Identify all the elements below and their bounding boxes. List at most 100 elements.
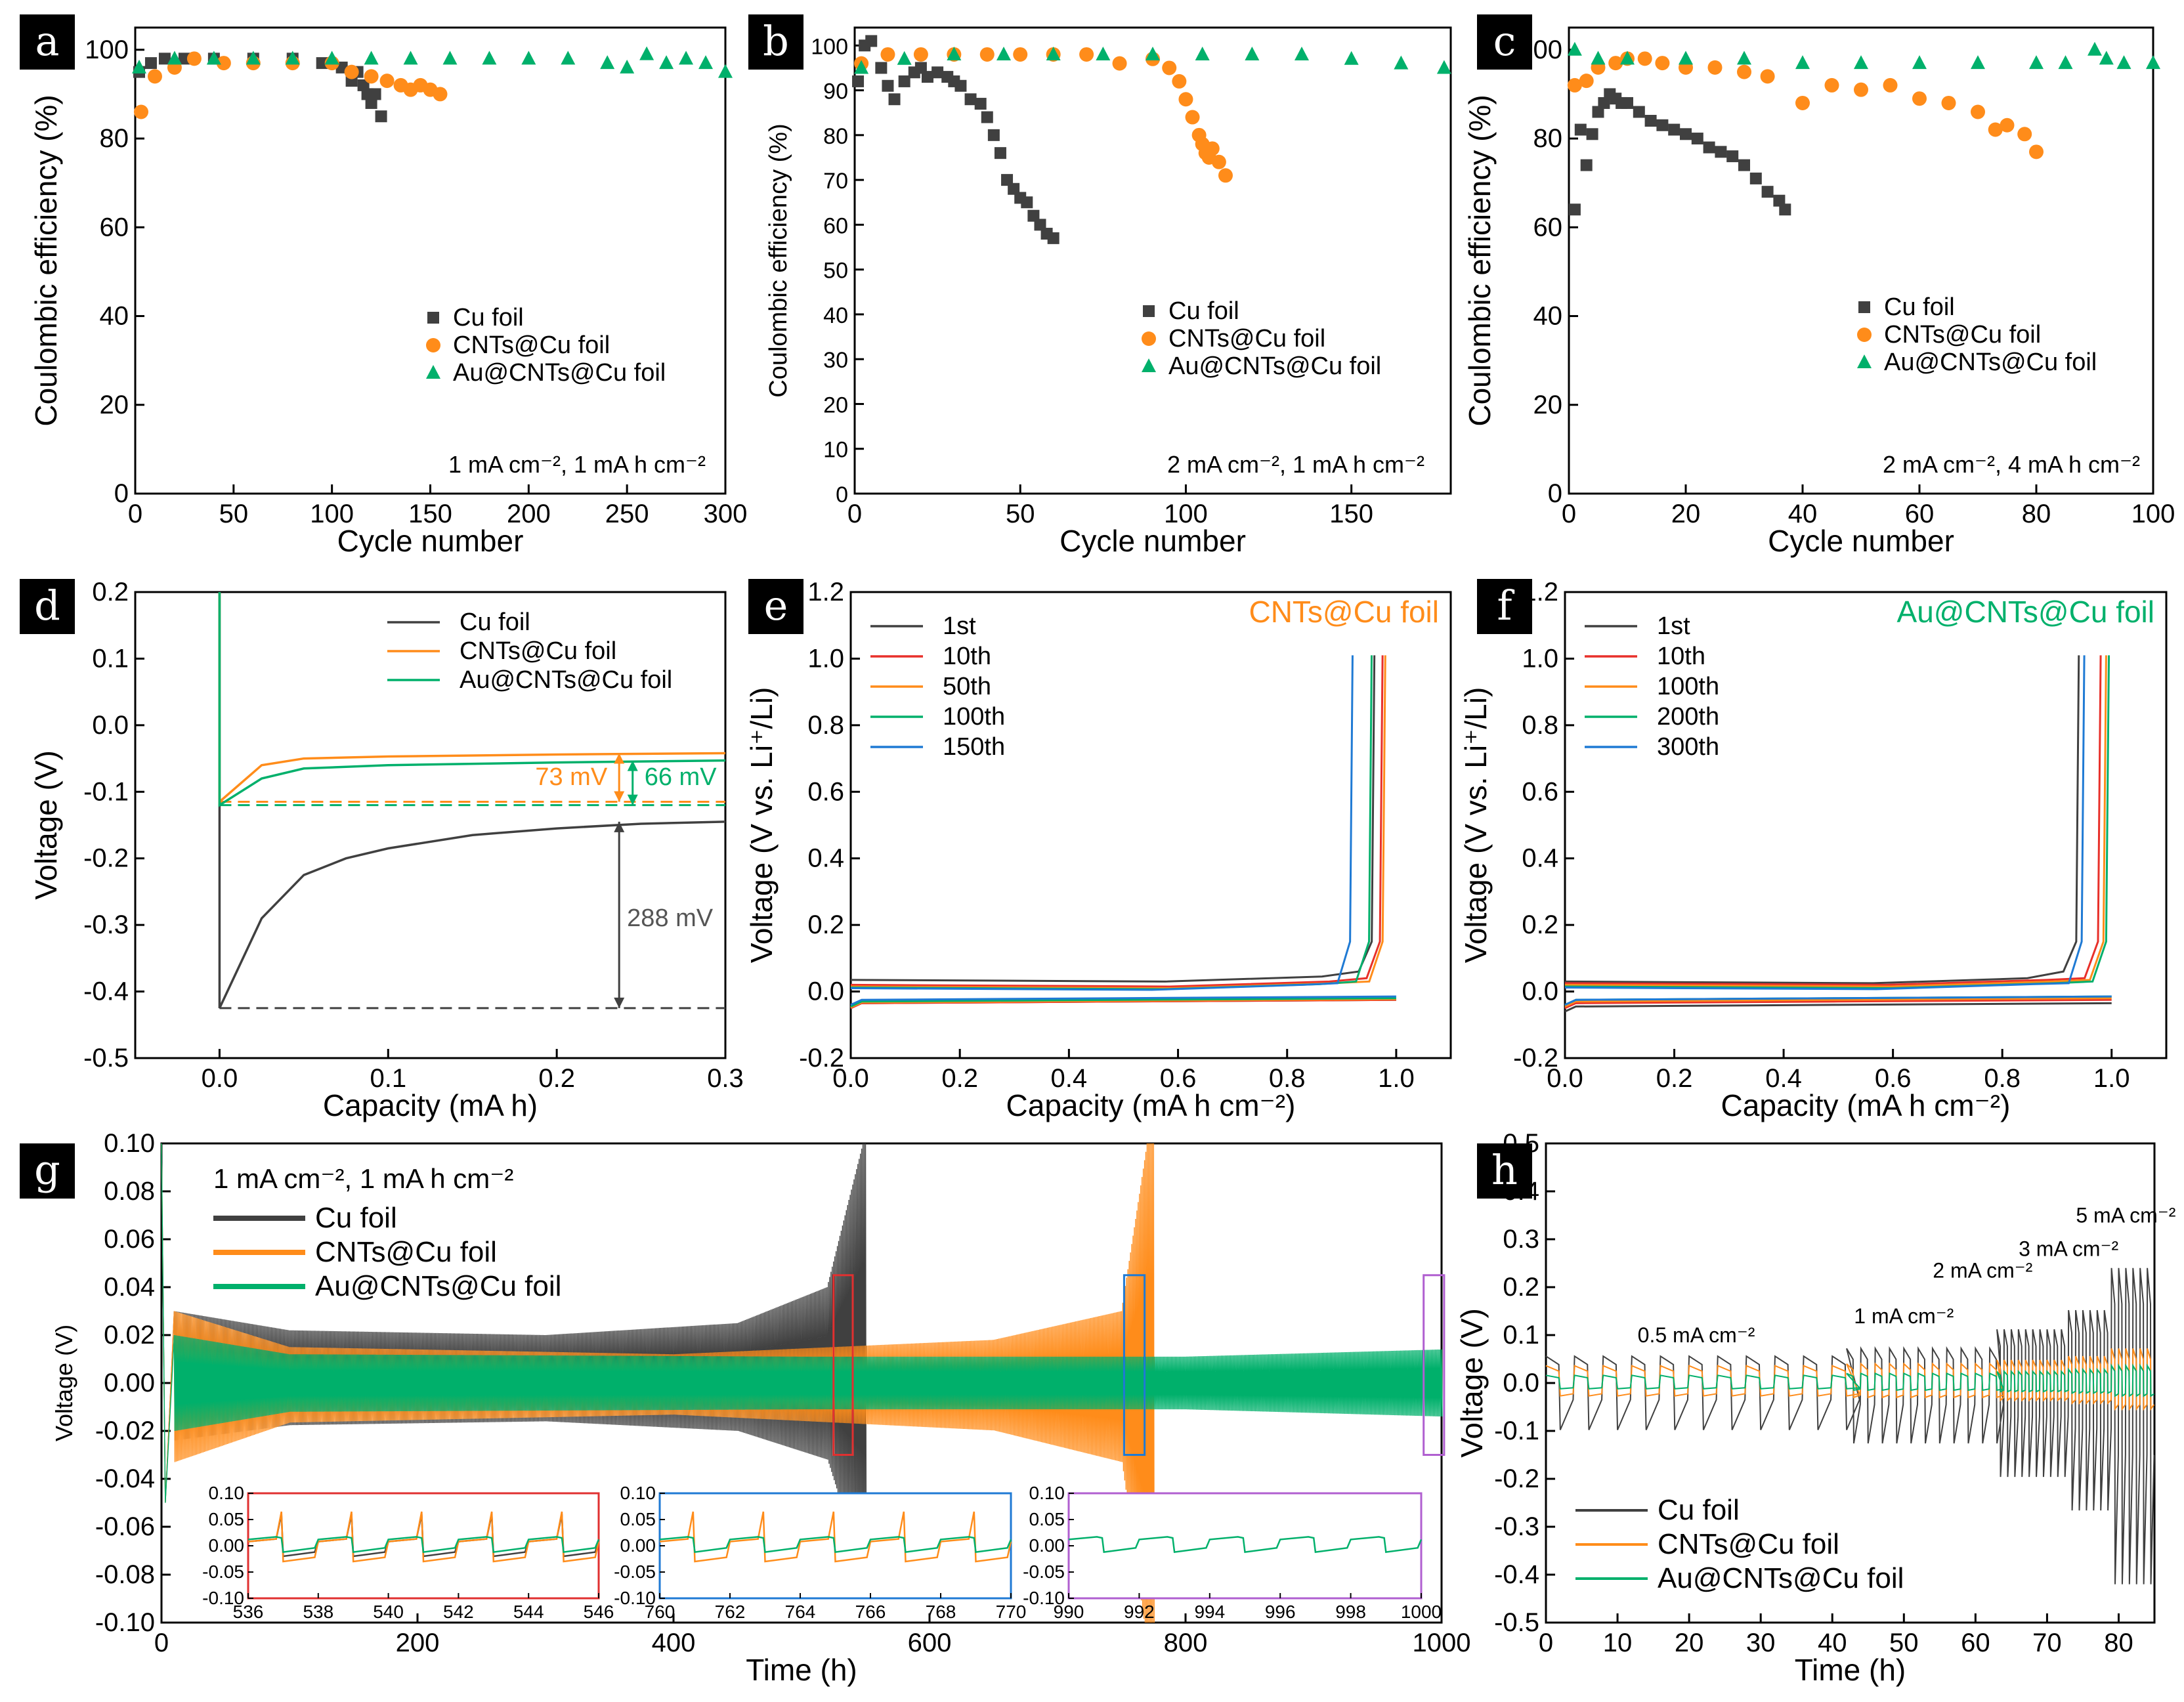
y-tick-label: 0.1 — [1503, 1321, 1539, 1350]
data-point-cnt — [1707, 60, 1723, 75]
data-point-cu — [865, 35, 878, 47]
data-point-au — [1737, 51, 1751, 65]
panel-letter: h — [1491, 1146, 1518, 1194]
data-point-cnt — [1142, 331, 1156, 346]
data-point-au — [2116, 55, 2131, 70]
inset-x-tick-label: 540 — [373, 1602, 404, 1622]
data-point-au — [1142, 358, 1156, 372]
y-tick-label: 0 — [114, 479, 129, 508]
y-tick-label: 40 — [823, 303, 848, 328]
x-tick-label: 0 — [1562, 500, 1576, 528]
panel-letter-box — [1477, 1143, 1532, 1199]
legend-entry: Cu foil — [1884, 293, 1955, 321]
x-tick-label: 0.3 — [707, 1064, 744, 1093]
data-point-cnt — [426, 338, 440, 352]
data-point-au — [1096, 46, 1111, 60]
inset-y-tick-label: -0.10 — [202, 1588, 244, 1608]
x-tick-label: 150 — [408, 500, 452, 528]
y-axis-label: Coulombic efficiency (%) — [765, 123, 792, 397]
y-tick-label: 0.4 — [1522, 844, 1558, 873]
condition-label: 1 mA cm⁻², 1 mA h cm⁻² — [448, 451, 706, 478]
y-axis-label: Voltage (V vs. Li⁺/Li) — [1459, 687, 1493, 964]
data-point-cu — [1738, 159, 1750, 171]
panel-f-chart: 0.0 0.2 0.4 0.6 0.8 1.0-0.20.00.20.40.60.81.0… — [1459, 578, 2168, 1122]
data-point-au — [1620, 51, 1635, 65]
y-axis-label: Voltage (V) — [29, 750, 63, 900]
x-tick-label: 0.8 — [1269, 1064, 1306, 1093]
x-tick-label: 250 — [605, 500, 649, 528]
data-point-cu — [1656, 119, 1669, 131]
data-point-cnt — [1205, 141, 1220, 156]
x-tick-label: 150 — [1329, 500, 1373, 528]
legend-entry: CNTs@Cu foil — [453, 331, 610, 359]
inset-y-tick-label: 0.05 — [209, 1509, 245, 1529]
data-point-au — [1245, 46, 1260, 60]
data-point-cu — [1598, 96, 1610, 109]
data-point-cnt — [1185, 110, 1200, 125]
legend-entry: 150th — [943, 733, 1005, 761]
data-point-au — [996, 46, 1011, 60]
data-point-au — [1436, 60, 1451, 74]
x-tick-label: 600 — [908, 1628, 952, 1657]
panel-letter: a — [35, 17, 60, 65]
y-tick-label: 0.3 — [1503, 1225, 1539, 1254]
data-point-au — [897, 51, 912, 65]
data-point-cu — [369, 88, 381, 100]
data-point-cu — [375, 110, 387, 123]
data-point-cnt — [1988, 122, 2003, 137]
data-point-cu — [427, 312, 439, 324]
y-tick-label: 70 — [823, 169, 848, 194]
y-tick-label: 0.0 — [1522, 977, 1558, 1006]
data-point-au — [1567, 41, 1582, 56]
condition-label: 2 mA cm⁻², 4 mA h cm⁻² — [1883, 451, 2140, 478]
y-tick-label: 0.02 — [104, 1321, 155, 1350]
y-tick-label: 100 — [85, 35, 129, 64]
inset-y-tick-label: 0.10 — [1029, 1483, 1065, 1503]
y-axis-label: Voltage (V) — [51, 1325, 77, 1441]
inset-x-tick-label: 764 — [785, 1602, 816, 1622]
data-point-au — [1854, 55, 1868, 70]
rate-label: 1 mA cm⁻² — [1854, 1304, 1954, 1328]
x-tick-label: 0.0 — [202, 1064, 238, 1093]
data-point-cu — [1691, 133, 1703, 145]
data-point-cu — [921, 71, 933, 83]
data-point-cnt — [1795, 95, 1810, 110]
x-tick-label: 1000 — [1413, 1628, 1471, 1657]
data-point-au — [1146, 46, 1160, 60]
legend-entry: Cu foil — [453, 304, 524, 331]
x-tick-label: 200 — [507, 500, 551, 528]
panel-letter: d — [34, 582, 60, 629]
data-point-cnt — [1941, 95, 1956, 110]
data-point-cu — [1858, 301, 1870, 313]
stripping-curve — [1564, 655, 2102, 986]
y-axis-label: Voltage (V) — [1455, 1308, 1489, 1458]
data-point-au — [1195, 46, 1210, 60]
x-axis-label: Cycle number — [1768, 524, 1954, 558]
x-tick-label: 40 — [1818, 1628, 1847, 1657]
x-tick-label: 0.6 — [1160, 1064, 1197, 1093]
data-point-cu — [882, 79, 894, 92]
x-tick-label: 50 — [1889, 1628, 1919, 1657]
inset-y-tick-label: 0.00 — [209, 1535, 245, 1556]
y-tick-label: 0.10 — [104, 1129, 155, 1158]
x-tick-label: 0.2 — [1656, 1064, 1693, 1093]
x-tick-label: 0.4 — [1765, 1064, 1802, 1093]
data-point-cu — [158, 53, 171, 65]
data-point-au — [2058, 55, 2073, 70]
inset-x-tick-label: 990 — [1054, 1602, 1084, 1622]
data-point-au — [1971, 55, 1985, 70]
data-point-cnt — [1912, 91, 1927, 106]
y-tick-label: 0.6 — [807, 777, 844, 806]
x-tick-label: 0 — [1539, 1628, 1553, 1657]
plot-area — [1545, 1142, 2156, 1624]
x-tick-label: 100 — [1164, 500, 1208, 528]
data-point-au — [1795, 55, 1810, 70]
y-tick-label: 40 — [100, 302, 129, 331]
data-point-cu — [1143, 305, 1155, 317]
data-point-cu — [1779, 203, 1791, 216]
panel-e-chart: 0.0 0.2 0.4 0.6 0.8 1.0-0.20.00.20.40.60.81.0… — [744, 578, 1452, 1122]
series-line — [218, 592, 726, 807]
x-tick-label: 60 — [1905, 500, 1935, 528]
y-tick-label: 40 — [1533, 302, 1563, 331]
